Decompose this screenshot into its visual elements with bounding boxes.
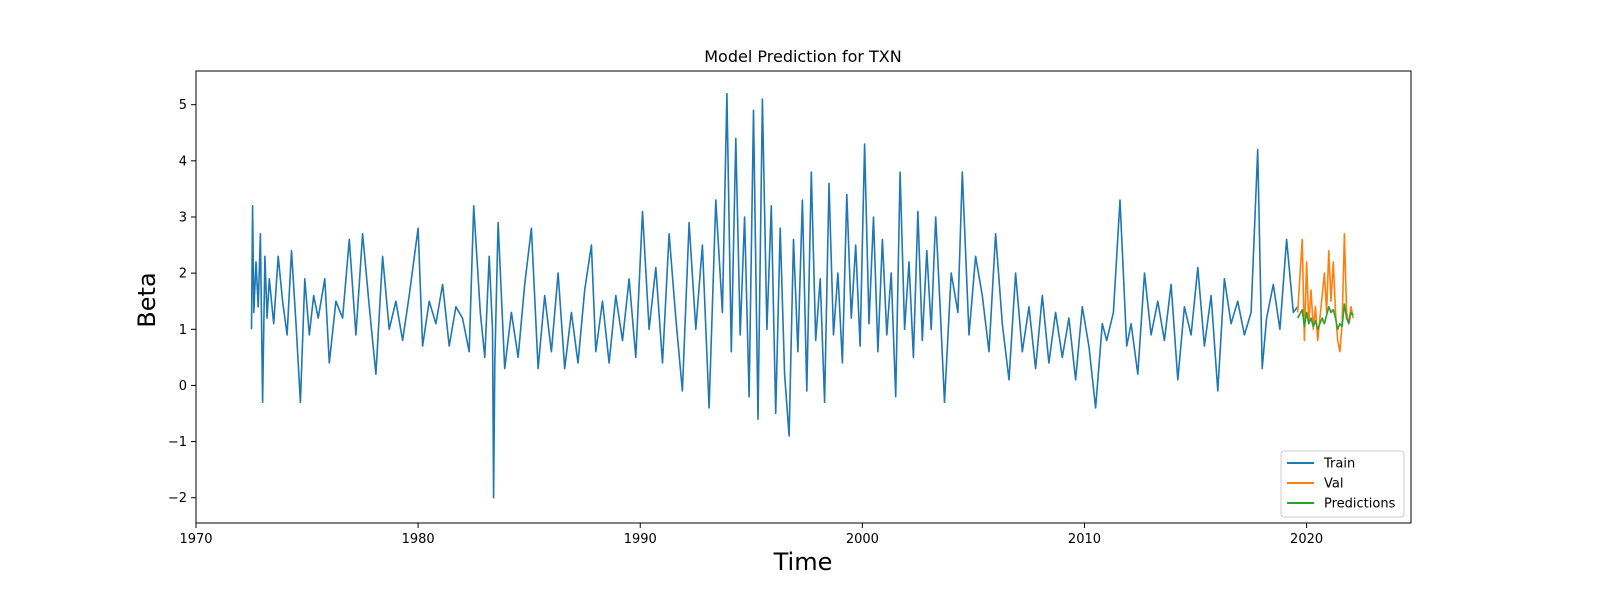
y-tick-label: 1 (179, 323, 187, 338)
series-line-predictions (1296, 303, 1354, 331)
x-tick-label: 2010 (1068, 532, 1101, 547)
y-axis: −2 −1 0 1 2 3 4 5 (168, 98, 196, 506)
series-line-train (250, 92, 1299, 499)
y-axis-label: Beta (133, 272, 161, 327)
legend: Train Val Predictions (1280, 450, 1405, 518)
x-axis-label: Time (773, 548, 833, 576)
x-tick-label: 1990 (624, 532, 657, 547)
y-tick-label: 0 (179, 379, 187, 394)
x-tick-label: 2000 (846, 532, 879, 547)
y-tick-label: 4 (179, 154, 187, 169)
y-tick-label: 3 (179, 210, 187, 225)
y-tick-label: 2 (179, 267, 187, 282)
y-tick-label: −1 (168, 435, 187, 450)
series-line-val (1296, 233, 1354, 353)
y-tick-label: −2 (168, 491, 187, 506)
x-tick-label: 1970 (179, 532, 212, 547)
x-axis: 1970 1980 1990 2000 2010 2020 (179, 523, 1323, 547)
chart-title: Model Prediction for TXN (704, 47, 901, 66)
legend-label-val: Val (1324, 477, 1343, 492)
legend-label-predictions: Predictions (1324, 497, 1396, 512)
x-tick-label: 2020 (1290, 532, 1323, 547)
y-tick-label: 5 (179, 98, 187, 113)
legend-label-train: Train (1323, 457, 1355, 472)
legend-box (1280, 450, 1405, 518)
series-layer (250, 92, 1354, 499)
x-tick-label: 1980 (402, 532, 435, 547)
plot-frame (195, 70, 1412, 524)
